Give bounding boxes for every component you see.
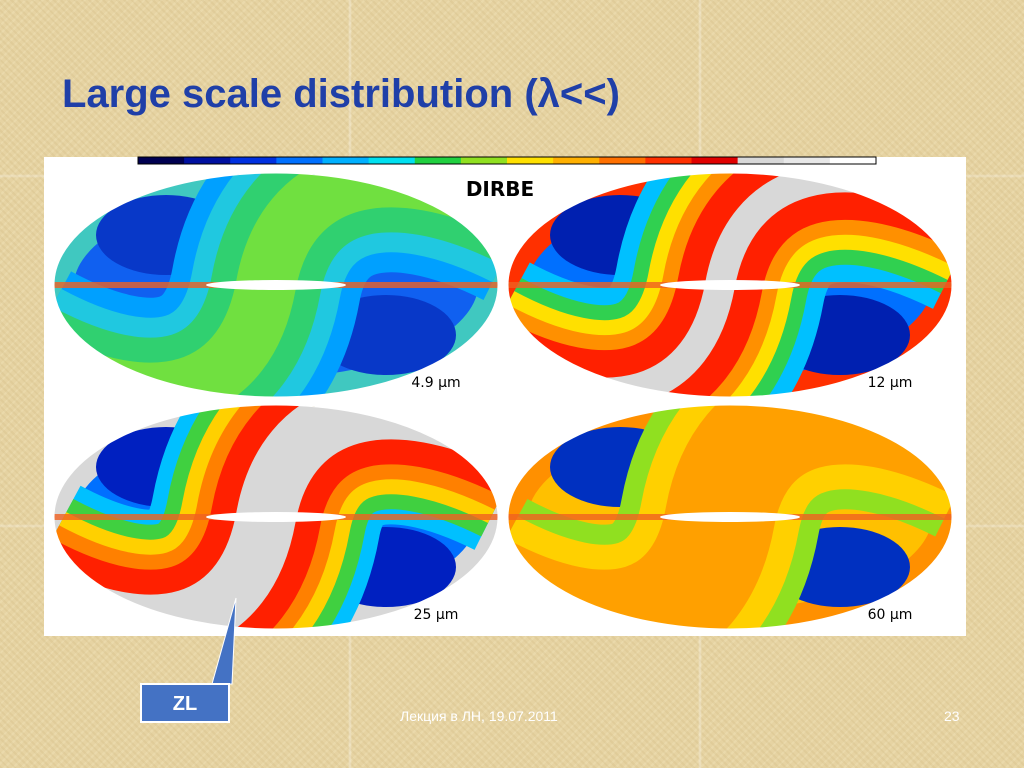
color-bar-segment: [599, 157, 646, 164]
galactic-center: [206, 280, 346, 290]
map-label: 4.9 μm: [411, 375, 460, 391]
color-bar-segment: [460, 157, 508, 164]
color-bar: [137, 156, 877, 165]
color-bar-segment: [691, 157, 739, 164]
map-outline: [507, 172, 953, 398]
color-bar-segment: [645, 157, 692, 164]
color-bar-frame: [137, 156, 877, 165]
color-bar-segment: [230, 157, 277, 164]
color-bar-segment: [737, 157, 785, 164]
galactic-center: [660, 280, 800, 290]
color-bar-segment: [507, 157, 554, 164]
map-label: 12 μm: [868, 375, 913, 391]
color-bar-segment: [322, 157, 370, 164]
map-outline: [507, 404, 953, 630]
footer-text: Лекция в ЛН, 19.07.2011: [400, 708, 558, 724]
figure-caption: DIRBE: [466, 177, 534, 201]
callout-label: ZL: [173, 693, 197, 715]
map-outline: [53, 172, 499, 398]
map-label: 60 μm: [868, 607, 913, 623]
color-bar-segment: [783, 157, 831, 164]
slide-title: Large scale distribution (λ<<): [62, 72, 620, 116]
callout-box: [140, 683, 230, 723]
color-bar-segment: [184, 157, 231, 164]
map-label: 25 μm: [414, 607, 459, 623]
galactic-center: [660, 512, 800, 522]
color-bar-segment: [138, 157, 185, 164]
color-bar-segment: [553, 157, 600, 164]
galactic-center: [206, 512, 346, 522]
page-number: 23: [944, 708, 960, 724]
color-bar-segment: [829, 157, 877, 164]
color-bar-segment: [276, 157, 323, 164]
map-outline: [53, 404, 499, 630]
color-bar-segment: [414, 157, 462, 164]
color-bar-segment: [368, 157, 416, 164]
